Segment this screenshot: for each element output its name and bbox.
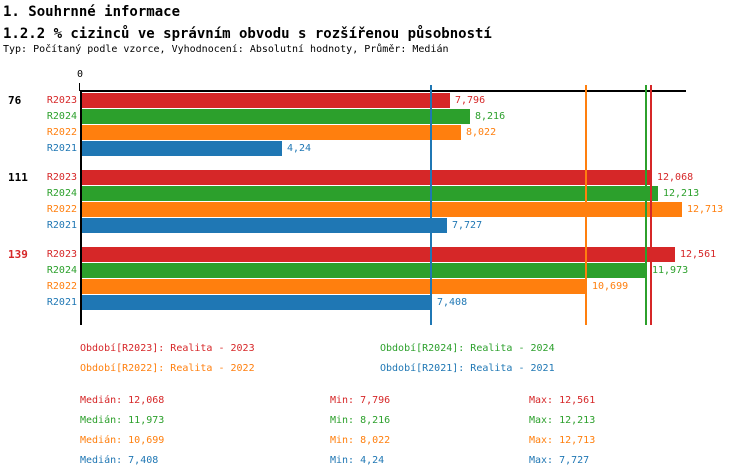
legend-item-R2021: Období[R2021]: Realita - 2021	[380, 363, 555, 374]
stat-max-R2022: Max: 12,713	[529, 435, 596, 446]
bar-R2021-group-76	[82, 141, 282, 156]
bar-R2023-group-76	[82, 93, 450, 108]
stat-median-R2021: Medián: 7,408	[80, 455, 159, 466]
stat-min-R2023: Min: 7,796	[330, 395, 391, 406]
indicator-subtitle: Typ: Počítaný podle vzorce, Vyhodnocení:…	[3, 44, 449, 55]
bar-R2022-group-139	[82, 279, 587, 294]
legend-item-R2022: Období[R2022]: Realita - 2022	[80, 363, 255, 374]
series-label-R2023: R2023	[46, 95, 77, 106]
bar-R2022-group-76	[82, 125, 461, 140]
stat-median-R2022: Medián: 10,699	[80, 435, 165, 446]
x-axis-zero-label: 0	[76, 69, 84, 80]
group-label-111: 111	[8, 171, 28, 184]
bar-R2024-group-111	[82, 186, 658, 201]
legend-item-R2024: Období[R2024]: Realita - 2024	[380, 343, 555, 354]
bar-value-R2021-group-76: 4,24	[287, 143, 312, 154]
group-label-139: 139	[8, 248, 28, 261]
indicator-title: 1.2.2 % cizinců ve správním obvodu s roz…	[3, 26, 492, 42]
bar-R2021-group-111	[82, 218, 447, 233]
median-line-R2022	[585, 85, 587, 325]
median-line-R2023	[650, 85, 652, 325]
bar-value-R2022-group-139: 10,699	[592, 281, 629, 292]
stat-median-R2024: Medián: 11,973	[80, 415, 165, 426]
bar-value-R2023-group-111: 12,068	[657, 172, 694, 183]
stat-min-R2021: Min: 4,24	[330, 455, 385, 466]
stat-max-R2023: Max: 12,561	[529, 395, 596, 406]
bar-R2022-group-111	[82, 202, 682, 217]
bar-value-R2023-group-139: 12,561	[680, 249, 717, 260]
group-label-76: 76	[8, 94, 22, 107]
bar-value-R2024-group-139: 11,973	[652, 265, 689, 276]
series-label-R2022: R2022	[46, 204, 77, 215]
series-label-R2021: R2021	[46, 143, 77, 154]
stat-min-R2022: Min: 8,022	[330, 435, 391, 446]
bar-R2024-group-76	[82, 109, 470, 124]
bar-R2024-group-139	[82, 263, 647, 278]
series-label-R2024: R2024	[46, 265, 77, 276]
y-axis-line	[80, 90, 82, 325]
stat-min-R2024: Min: 8,216	[330, 415, 391, 426]
series-label-R2021: R2021	[46, 297, 77, 308]
bar-R2023-group-139	[82, 247, 675, 262]
bar-R2021-group-139	[82, 295, 432, 310]
stat-max-R2024: Max: 12,213	[529, 415, 596, 426]
bar-value-R2024-group-76: 8,216	[475, 111, 506, 122]
series-label-R2024: R2024	[46, 188, 77, 199]
x-axis-line	[80, 90, 686, 92]
series-label-R2024: R2024	[46, 111, 77, 122]
median-line-R2024	[645, 85, 647, 325]
bar-value-R2023-group-76: 7,796	[455, 95, 486, 106]
series-label-R2022: R2022	[46, 127, 77, 138]
report-section-title: 1. Souhrnné informace	[3, 4, 181, 20]
bar-R2023-group-111	[82, 170, 652, 185]
stat-median-R2023: Medián: 12,068	[80, 395, 165, 406]
bar-value-R2022-group-76: 8,022	[466, 127, 497, 138]
stat-max-R2021: Max: 7,727	[529, 455, 590, 466]
median-line-R2021	[430, 85, 432, 325]
bar-value-R2021-group-111: 7,727	[452, 220, 483, 231]
legend-item-R2023: Období[R2023]: Realita - 2023	[80, 343, 255, 354]
series-label-R2021: R2021	[46, 220, 77, 231]
bar-value-R2021-group-139: 7,408	[437, 297, 468, 308]
x-axis-zero-tick	[79, 83, 80, 91]
series-label-R2023: R2023	[46, 172, 77, 183]
bar-value-R2022-group-111: 12,713	[687, 204, 724, 215]
series-label-R2022: R2022	[46, 281, 77, 292]
series-label-R2023: R2023	[46, 249, 77, 260]
bar-value-R2024-group-111: 12,213	[663, 188, 700, 199]
